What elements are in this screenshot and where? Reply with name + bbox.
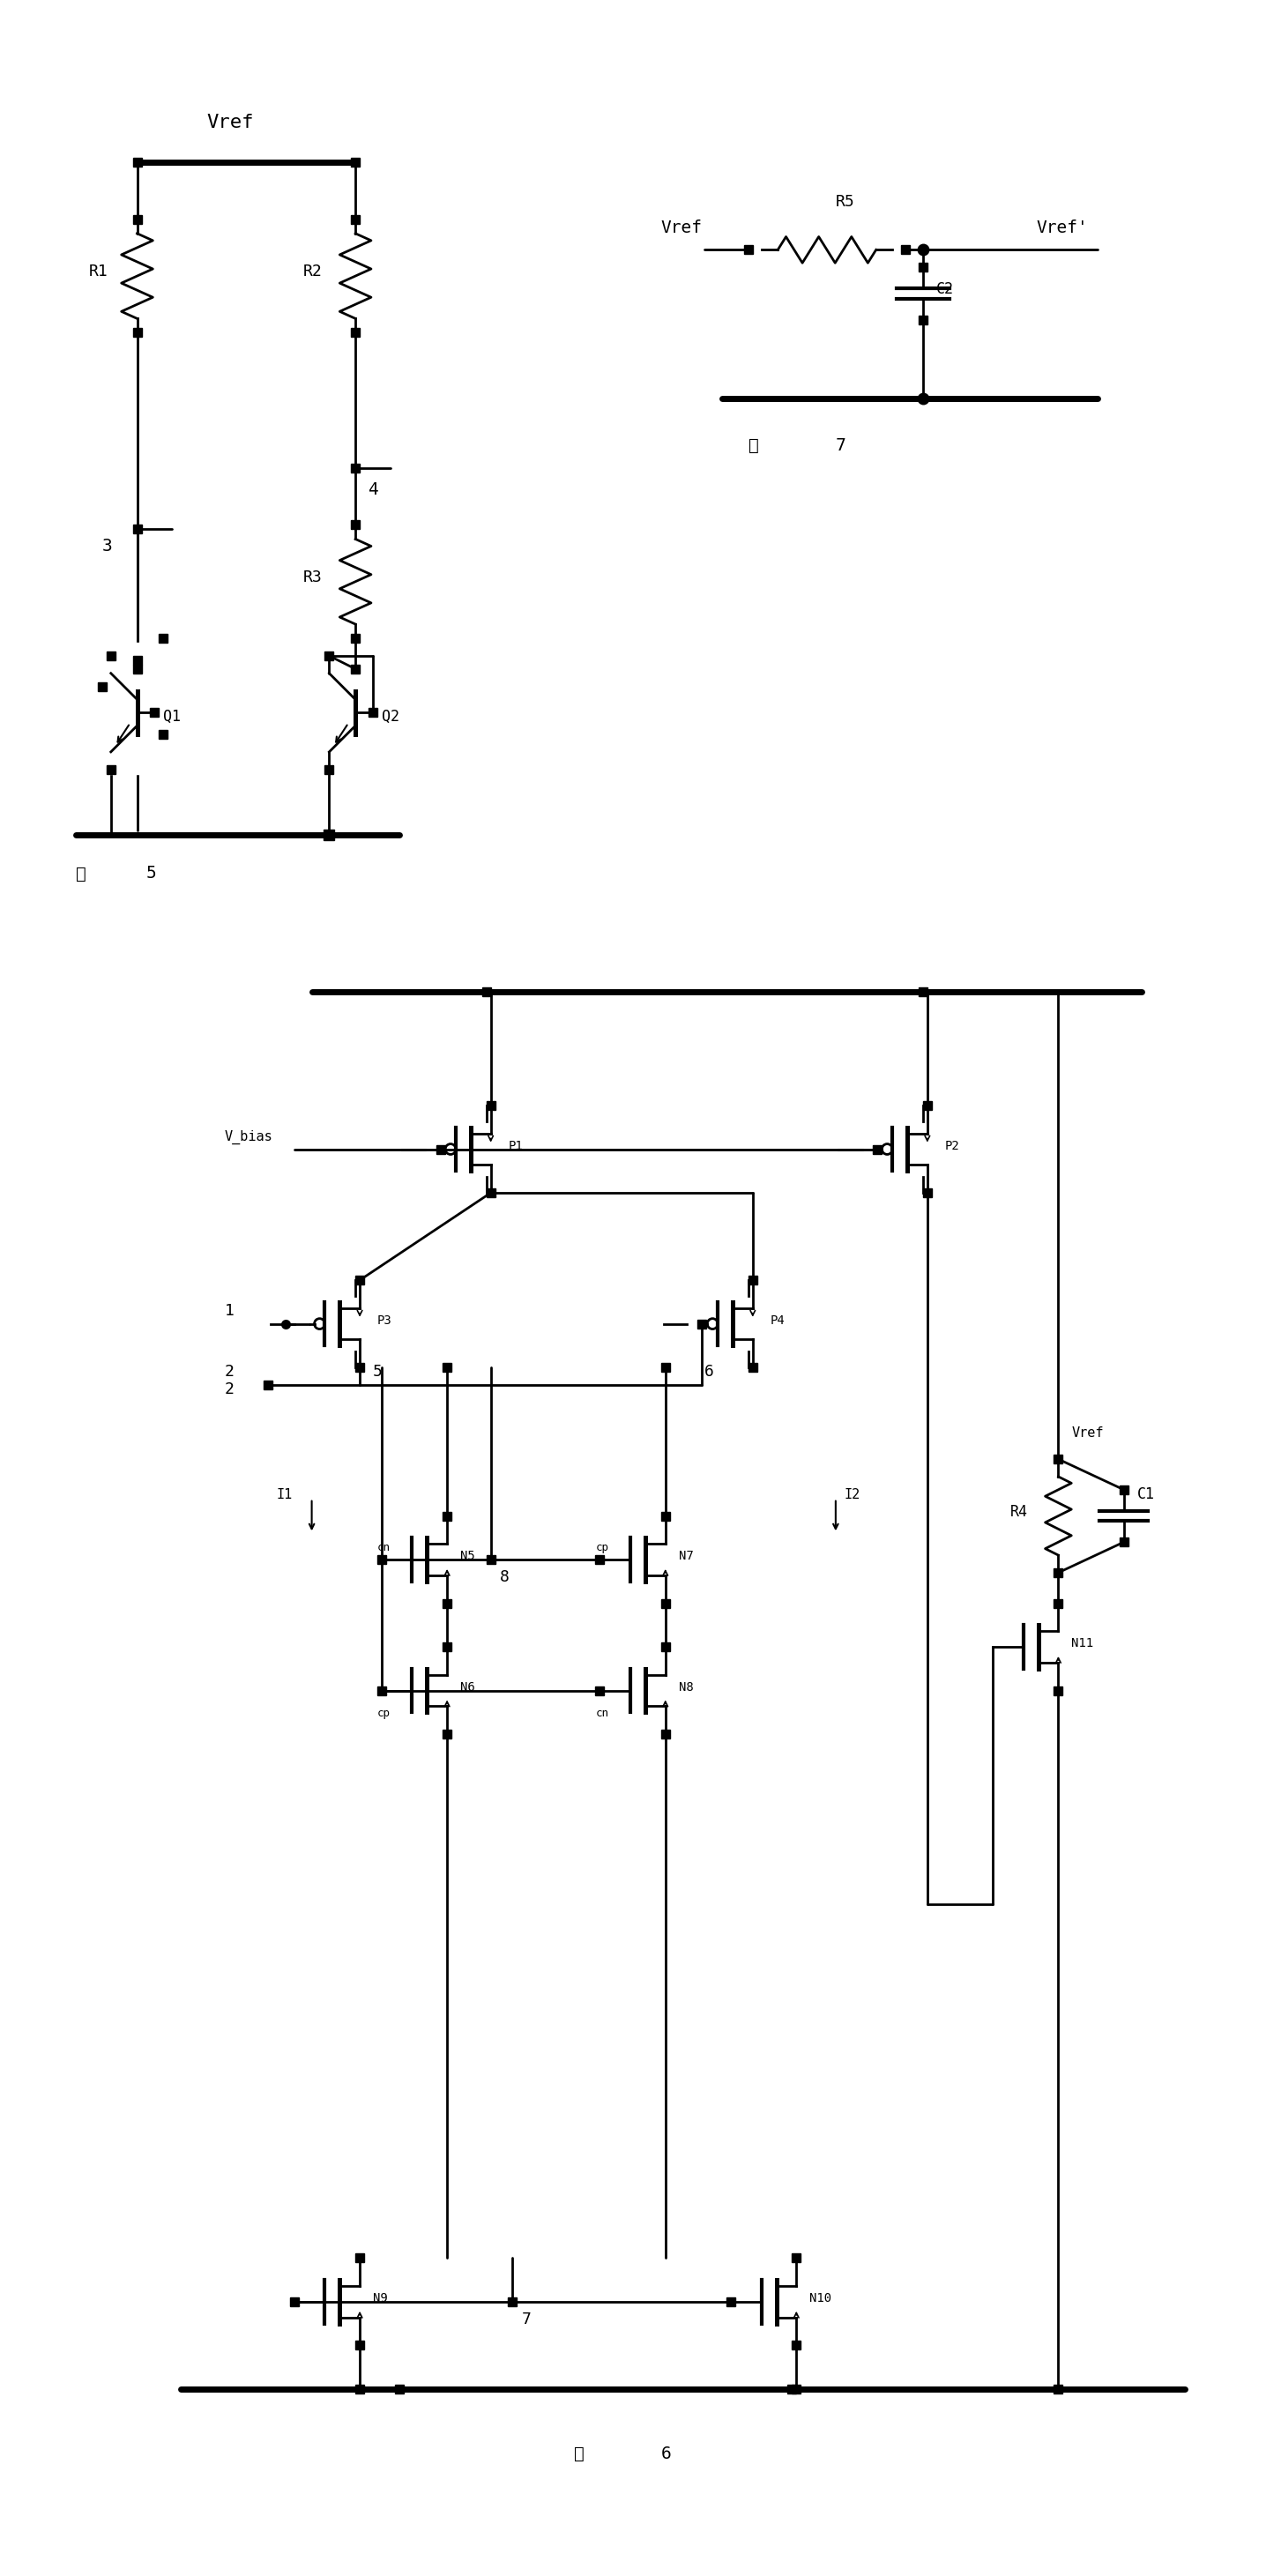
Text: P1: P1	[509, 1139, 523, 1151]
Text: cp: cp	[596, 1543, 608, 1553]
Text: P2: P2	[945, 1139, 959, 1151]
Text: 2: 2	[224, 1363, 234, 1381]
Text: 1: 1	[224, 1303, 234, 1319]
Text: N8: N8	[679, 1680, 693, 1692]
Text: P4: P4	[770, 1314, 785, 1327]
Text: 8: 8	[500, 1569, 509, 1584]
Text: C1: C1	[1138, 1486, 1154, 1502]
Text: N11: N11	[1071, 1638, 1094, 1649]
Text: R1: R1	[90, 263, 109, 281]
Text: cn: cn	[377, 1543, 391, 1553]
Text: 7: 7	[521, 2311, 530, 2326]
Text: Vref: Vref	[208, 113, 254, 131]
Text: 6: 6	[705, 1363, 715, 1381]
Text: 图: 图	[574, 2447, 584, 2463]
Text: V_bias: V_bias	[224, 1131, 273, 1144]
Text: P3: P3	[377, 1314, 392, 1327]
Text: N9: N9	[373, 2293, 388, 2306]
Text: 图: 图	[748, 438, 758, 453]
Text: Vref: Vref	[1071, 1427, 1104, 1440]
Text: cp: cp	[377, 1708, 391, 1718]
Text: Q2: Q2	[382, 708, 400, 724]
Text: R2: R2	[304, 263, 323, 281]
Text: Q1: Q1	[163, 708, 181, 724]
Text: N7: N7	[679, 1551, 693, 1561]
Text: 5: 5	[373, 1363, 383, 1381]
Text: 5: 5	[146, 866, 156, 881]
Text: C2: C2	[936, 281, 954, 296]
Text: I2: I2	[844, 1489, 861, 1502]
Text: N10: N10	[810, 2293, 831, 2306]
Text: R4: R4	[1011, 1504, 1027, 1520]
Text: N5: N5	[460, 1551, 475, 1561]
Text: 图: 图	[76, 866, 86, 881]
Text: 3: 3	[102, 538, 113, 554]
Text: I1: I1	[277, 1489, 293, 1502]
Text: R3: R3	[304, 569, 323, 585]
Text: N6: N6	[460, 1680, 475, 1692]
Text: R5: R5	[835, 193, 854, 209]
Text: Vref: Vref	[661, 219, 702, 237]
Text: 7: 7	[835, 438, 845, 453]
Text: 6: 6	[661, 2445, 671, 2463]
Text: cn: cn	[596, 1708, 608, 1718]
Text: 2: 2	[224, 1381, 234, 1396]
Text: 4: 4	[369, 482, 379, 497]
Text: Vref': Vref'	[1036, 219, 1089, 237]
